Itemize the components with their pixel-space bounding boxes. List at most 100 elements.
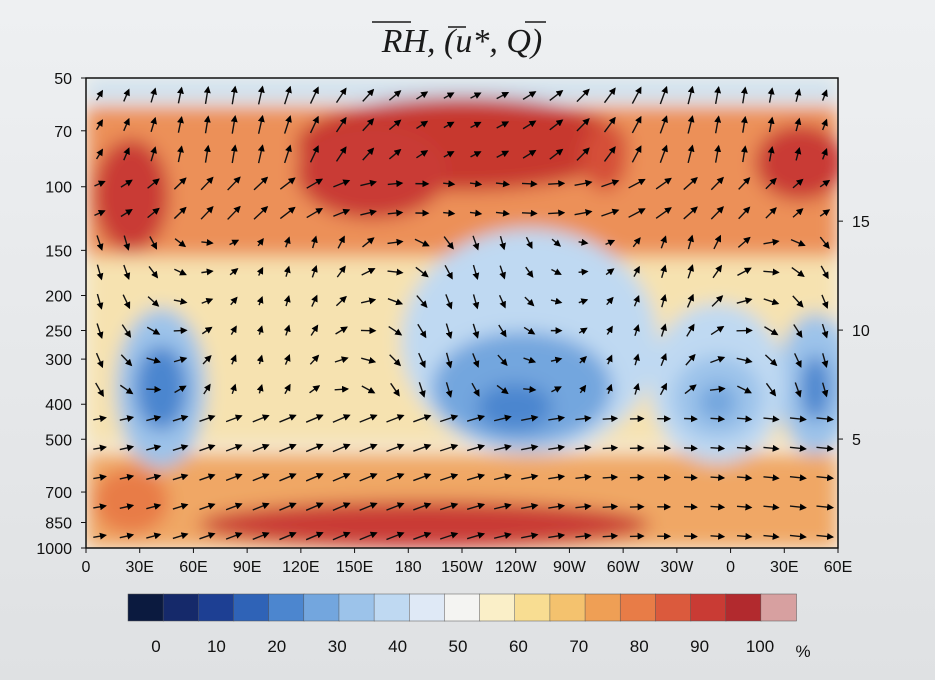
vector-arrow: [146, 532, 162, 540]
vector-arrow: [660, 264, 667, 278]
vector-arrow: [199, 532, 216, 540]
vector-arrow: [149, 236, 158, 250]
vector-arrow: [257, 114, 265, 134]
vector-arrow: [633, 265, 640, 277]
vector-arrow: [332, 502, 351, 511]
vector-arrow: [660, 352, 667, 366]
vector-arrow: [763, 474, 780, 482]
colorbar-swatch: [444, 593, 481, 622]
vector-arrow: [387, 268, 404, 276]
vector-arrow: [466, 443, 486, 452]
vector-arrow: [521, 209, 538, 217]
colorbar-swatch: [479, 593, 516, 622]
vector-arrow: [606, 296, 614, 306]
vector-arrow: [361, 385, 376, 394]
vector-arrow: [521, 532, 539, 540]
vector-arrow: [493, 473, 512, 481]
vector-arrow: [439, 414, 459, 423]
vector-arrow: [575, 473, 592, 481]
vector-arrow: [284, 383, 291, 395]
vector-arrow: [710, 532, 726, 540]
vector-arrow: [279, 473, 297, 482]
vector-arrow: [633, 294, 640, 307]
vector-arrow: [417, 323, 427, 339]
colorbar-swatch: [619, 593, 657, 622]
vector-arrow: [443, 151, 455, 158]
vector-arrow: [791, 267, 805, 277]
vector-arrow: [628, 178, 646, 189]
vector-arrow: [359, 531, 378, 541]
chart-title-text: RH, (u*, Q): [381, 23, 543, 60]
colorbar-swatch: [514, 593, 551, 622]
vector-arrow: [94, 180, 106, 188]
vector-arrow: [388, 325, 403, 336]
vector-arrow: [337, 235, 345, 249]
colorbar-swatch: [198, 593, 235, 622]
vector-arrow: [93, 415, 107, 423]
vector-arrow: [710, 356, 726, 364]
x-tick-label: 60E: [824, 559, 852, 576]
vector-arrow: [495, 180, 510, 188]
colorbar-swatch: [162, 593, 200, 622]
vector-arrow: [123, 117, 130, 132]
vector-arrow: [256, 266, 264, 276]
vector-arrow: [283, 324, 291, 336]
vector-arrow: [283, 115, 292, 134]
y-tick-label: 700: [45, 485, 72, 502]
y-tick-label: 150: [45, 243, 72, 260]
vector-arrow: [386, 414, 405, 423]
vector-arrow: [230, 296, 238, 306]
vector-arrow: [470, 121, 482, 129]
vector-arrow: [684, 444, 698, 452]
vector-arrow: [201, 298, 214, 305]
colorbar-tick-label: 30: [328, 637, 347, 656]
vector-arrow: [95, 119, 104, 131]
vector-arrow: [439, 502, 459, 511]
vector-arrow: [550, 297, 563, 305]
heatmap-field: [86, 78, 838, 548]
vector-arrow: [305, 414, 324, 423]
vector-arrow: [601, 179, 620, 188]
vector-arrow: [686, 323, 695, 337]
vector-arrow: [225, 473, 243, 482]
vector-arrow: [413, 502, 432, 511]
vector-arrow: [738, 177, 751, 190]
vector-arrow: [712, 264, 723, 279]
vector-arrow: [335, 87, 347, 103]
vector-arrow: [95, 148, 104, 160]
vector-arrow: [253, 176, 269, 191]
colorbar-swatch: [233, 593, 270, 622]
vector-arrow: [710, 415, 726, 423]
vector-arrow: [361, 268, 376, 276]
vector-arrow: [362, 118, 375, 132]
colorbar-swatch: [268, 593, 305, 622]
vector-arrow: [819, 209, 831, 217]
colorbar-swatch: [549, 593, 586, 622]
heatmap-region: [698, 383, 737, 422]
vector-arrow: [173, 177, 187, 190]
vector-arrow: [655, 177, 672, 190]
vector-arrow: [362, 237, 375, 248]
vector-arrow: [631, 115, 642, 134]
vector-arrow: [387, 180, 404, 188]
vector-arrow: [360, 209, 377, 217]
vector-arrow: [710, 325, 725, 336]
vector-arrow: [816, 503, 835, 511]
vector-arrow: [551, 386, 562, 393]
vector-arrow: [306, 178, 324, 189]
vector-arrow: [472, 353, 480, 368]
colorbar-tick-label: 50: [449, 637, 468, 656]
vector-arrow: [201, 239, 214, 246]
vector-arrow: [521, 473, 539, 481]
vector-arrow: [792, 208, 804, 218]
colorbar-tick-label: 60: [509, 637, 528, 656]
vector-arrow: [548, 444, 566, 452]
x-tick-label: 0: [726, 559, 735, 576]
vector-arrow: [388, 148, 402, 160]
vector-arrow: [96, 323, 104, 340]
vector-arrow: [523, 326, 536, 335]
vector-arrow: [736, 356, 753, 364]
vector-arrow: [279, 414, 297, 423]
vector-arrow: [548, 503, 566, 510]
vector-arrow: [334, 356, 349, 364]
